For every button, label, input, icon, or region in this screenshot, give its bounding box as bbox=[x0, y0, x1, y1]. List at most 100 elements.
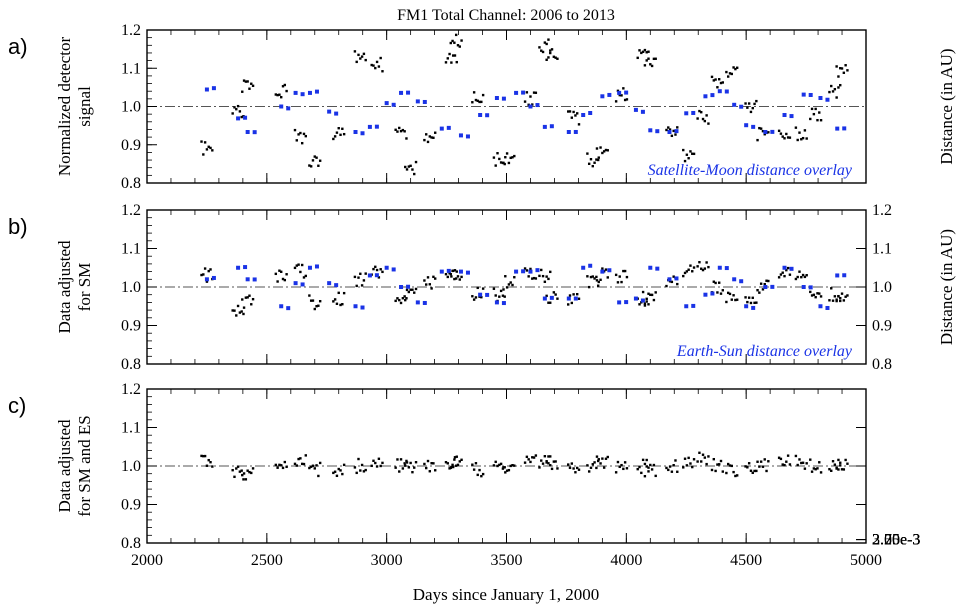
detector-marker bbox=[404, 298, 407, 302]
series-detector bbox=[200, 33, 849, 176]
y-tick-label: 1.1 bbox=[121, 60, 141, 77]
detector-marker bbox=[725, 70, 728, 74]
detector-marker bbox=[641, 290, 645, 294]
detector-marker bbox=[798, 270, 801, 273]
overlay-marker bbox=[842, 273, 847, 278]
detector-marker bbox=[280, 270, 283, 273]
detector-marker bbox=[835, 65, 838, 68]
detector-marker bbox=[313, 307, 316, 311]
overlay-marker bbox=[521, 90, 526, 95]
detector-marker bbox=[783, 137, 786, 140]
overlay-note: Earth-Sun distance overlay bbox=[676, 343, 853, 360]
detector-marker bbox=[645, 59, 648, 62]
overlay-marker bbox=[252, 277, 257, 282]
detector-marker bbox=[364, 272, 367, 275]
data-point bbox=[777, 129, 792, 140]
data-point bbox=[744, 462, 758, 475]
detector-marker bbox=[701, 453, 705, 456]
detector-marker bbox=[505, 152, 509, 155]
detector-marker bbox=[362, 52, 366, 56]
overlay-marker bbox=[640, 109, 645, 114]
detector-marker bbox=[835, 299, 838, 303]
data-point bbox=[665, 126, 679, 138]
detector-marker bbox=[652, 298, 656, 302]
detector-marker bbox=[202, 273, 205, 276]
detector-marker bbox=[308, 164, 311, 167]
detector-marker bbox=[549, 51, 552, 55]
overlay-marker bbox=[624, 300, 629, 305]
data-point bbox=[809, 107, 823, 122]
detector-marker bbox=[622, 269, 625, 273]
detector-marker bbox=[719, 459, 723, 463]
detector-marker bbox=[777, 276, 781, 279]
data-point bbox=[567, 462, 581, 474]
overlay-marker bbox=[825, 97, 830, 102]
detector-marker bbox=[606, 455, 609, 459]
series-detector bbox=[200, 261, 849, 317]
detector-marker bbox=[798, 458, 801, 461]
detector-marker bbox=[758, 465, 761, 468]
detector-marker bbox=[683, 457, 687, 460]
right-tick-label: 0.9 bbox=[872, 318, 892, 335]
data-point bbox=[528, 268, 540, 274]
detector-marker bbox=[414, 160, 418, 164]
detector-marker bbox=[696, 117, 699, 120]
detector-marker bbox=[446, 462, 449, 465]
detector-marker bbox=[451, 54, 455, 57]
detector-marker bbox=[689, 150, 692, 153]
detector-marker bbox=[504, 275, 507, 278]
detector-marker bbox=[458, 278, 461, 281]
detector-marker bbox=[570, 116, 574, 119]
detector-marker bbox=[505, 286, 509, 289]
data-point bbox=[502, 275, 516, 291]
detector-marker bbox=[785, 268, 788, 272]
detector-marker bbox=[830, 287, 833, 290]
detector-marker bbox=[399, 301, 403, 305]
data-point bbox=[308, 461, 322, 478]
detector-marker bbox=[665, 128, 668, 132]
detector-marker bbox=[819, 471, 823, 474]
detector-marker bbox=[654, 291, 657, 294]
overlay-marker bbox=[286, 306, 291, 311]
overlay-marker bbox=[667, 130, 672, 134]
data-point bbox=[801, 285, 813, 290]
detector-marker bbox=[360, 284, 364, 287]
detector-marker bbox=[211, 149, 214, 152]
detector-marker bbox=[712, 79, 716, 82]
data-point bbox=[394, 458, 408, 473]
detector-marker bbox=[538, 46, 541, 49]
detector-marker bbox=[674, 133, 677, 136]
detector-marker bbox=[240, 310, 243, 313]
overlay-marker bbox=[710, 93, 715, 98]
detector-marker bbox=[430, 462, 433, 465]
detector-marker bbox=[283, 278, 287, 282]
detector-marker bbox=[554, 460, 557, 463]
detector-marker bbox=[595, 158, 598, 161]
data-point bbox=[241, 79, 255, 93]
detector-marker bbox=[668, 280, 672, 283]
detector-marker bbox=[444, 61, 448, 64]
detector-marker bbox=[568, 110, 572, 113]
detector-marker bbox=[302, 276, 306, 279]
detector-marker bbox=[839, 83, 842, 87]
overlay-marker bbox=[327, 281, 332, 286]
overlay-marker bbox=[327, 109, 332, 114]
detector-marker bbox=[332, 471, 335, 475]
detector-marker bbox=[231, 112, 234, 115]
detector-marker bbox=[650, 293, 654, 297]
detector-marker bbox=[645, 458, 648, 462]
overlay-marker bbox=[478, 292, 483, 297]
detector-marker bbox=[574, 114, 577, 117]
detector-marker bbox=[244, 478, 248, 481]
detector-marker bbox=[300, 263, 304, 267]
data-point bbox=[744, 123, 756, 129]
overlay-marker bbox=[501, 301, 506, 306]
detector-marker bbox=[682, 148, 685, 152]
detector-marker bbox=[364, 58, 367, 62]
detector-marker bbox=[547, 455, 550, 458]
data-point bbox=[682, 148, 696, 163]
detector-marker bbox=[240, 115, 243, 119]
detector-marker bbox=[698, 261, 701, 264]
detector-marker bbox=[761, 129, 765, 133]
detector-marker bbox=[779, 132, 783, 135]
